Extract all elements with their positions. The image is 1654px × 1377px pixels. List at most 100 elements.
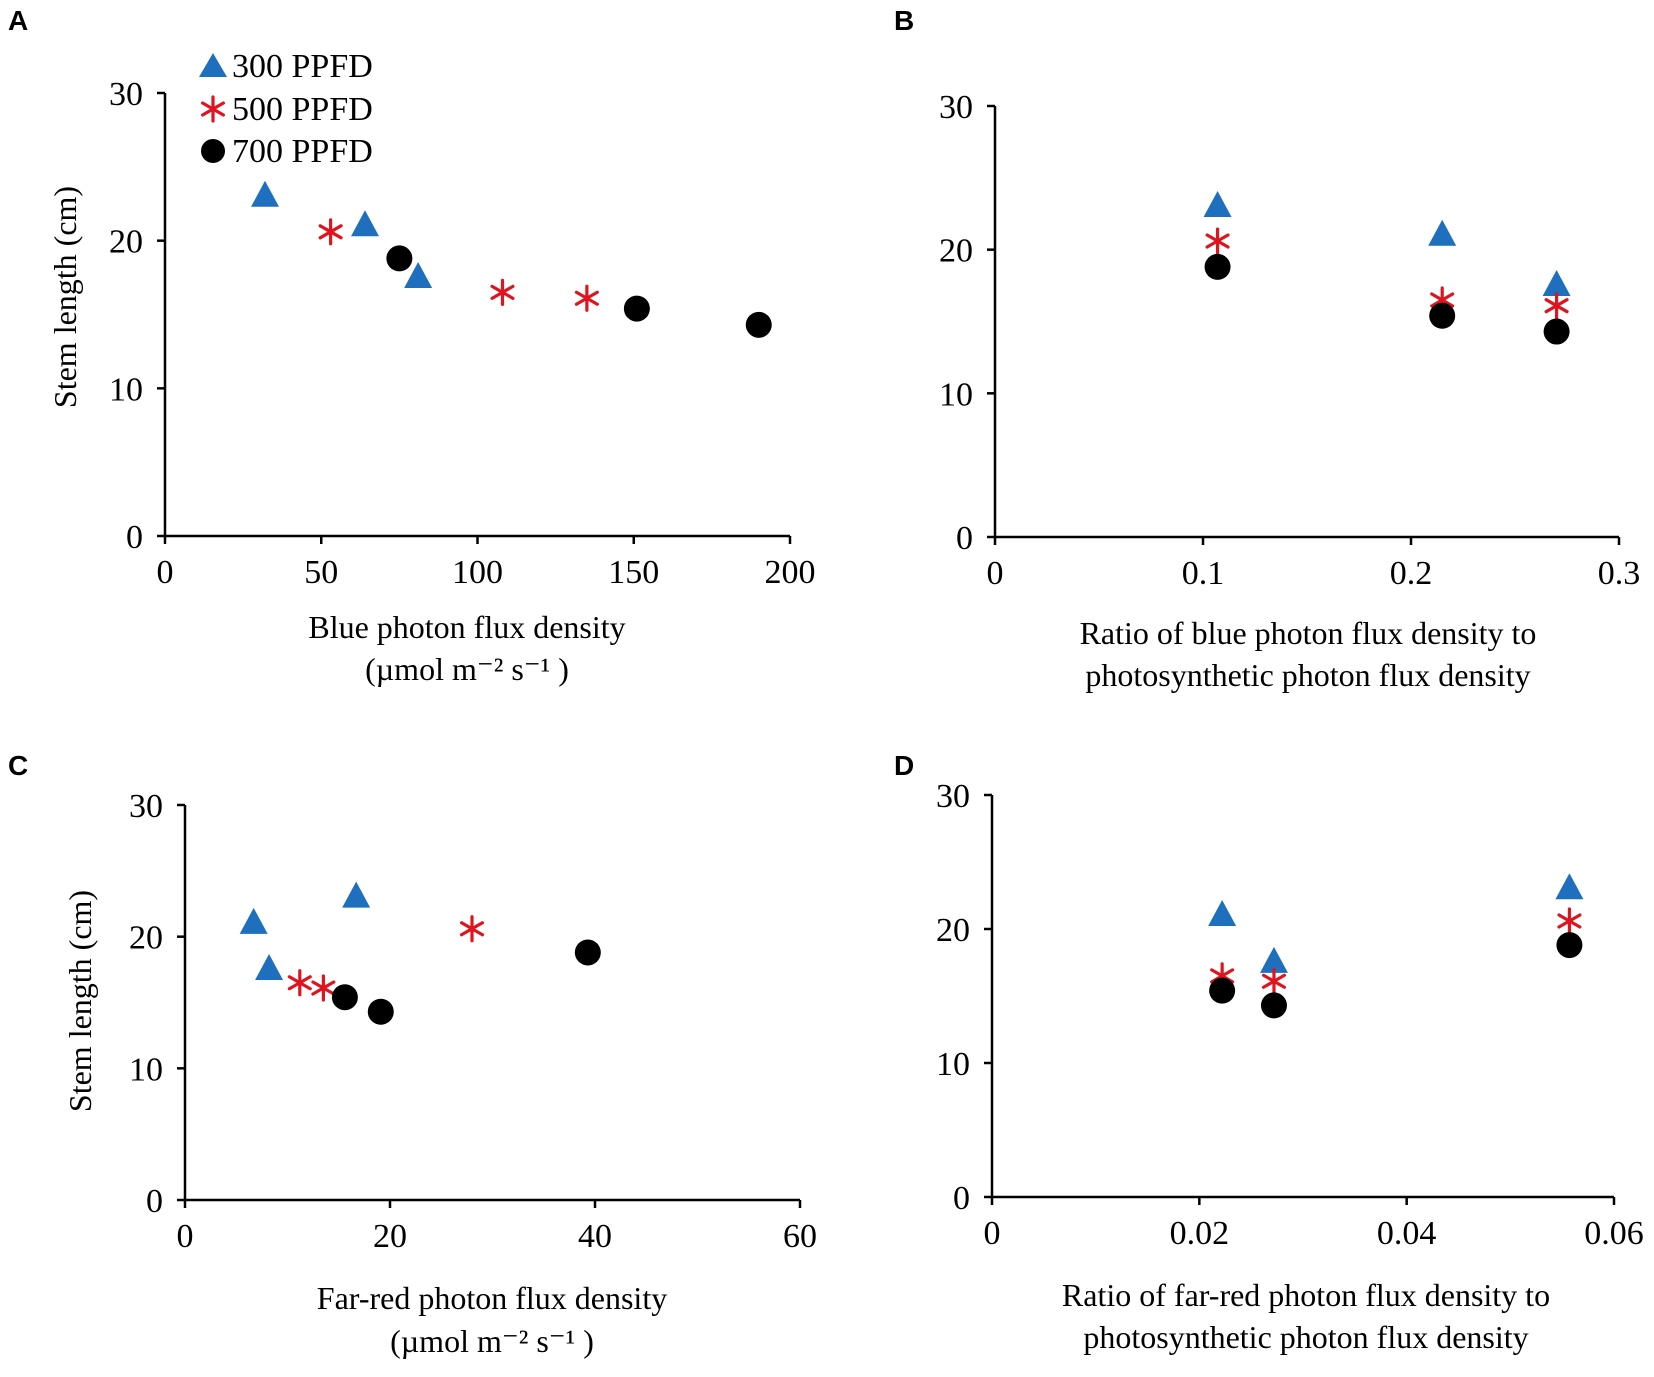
x-tick-label: 0 [177, 1218, 194, 1255]
data-point-asterisk [574, 284, 599, 312]
data-point-circle [1260, 992, 1287, 1019]
x-tick-label: 0.1 [1182, 555, 1225, 592]
panel-a: A Stem length (cm) Blue photon flux dens… [8, 5, 816, 687]
x-tick-label: 20 [373, 1218, 407, 1255]
panel-letter: A [8, 5, 28, 36]
data-point-asterisk [1205, 227, 1230, 255]
panel-letter: B [894, 5, 914, 36]
series-500-ppfd [1205, 227, 1569, 320]
y-tick-label: 20 [129, 920, 163, 957]
x-tick-label: 40 [578, 1218, 612, 1255]
y-axis-title: Stem length (cm) [47, 186, 83, 408]
data-point-triangle [1259, 946, 1288, 973]
panel-letter: D [894, 750, 914, 781]
legend: 300 PPFD 500 PPFD 700 PPFD [199, 48, 373, 170]
data-point-triangle [351, 210, 379, 237]
data-point-circle [574, 939, 601, 966]
series-300-ppfd [1208, 873, 1584, 973]
y-axis-title: Stem length (cm) [62, 890, 98, 1112]
y-tick-label: 30 [936, 778, 970, 815]
data-point-circle [1209, 977, 1236, 1004]
legend-entry-700: 700 PPFD [201, 133, 373, 170]
series-300-ppfd [251, 180, 433, 288]
plot-area: 0 10 20 30 0 0.1 0.2 0.3 [939, 89, 1640, 592]
y-tick-label: 30 [939, 89, 973, 126]
x-tick-label: 0.02 [1170, 1215, 1230, 1252]
series-700-ppfd [1204, 253, 1570, 345]
data-point-circle [1204, 253, 1231, 280]
x-tick-label: 0.04 [1377, 1215, 1437, 1252]
x-tick-label: 0.3 [1598, 555, 1641, 592]
data-point-asterisk [287, 969, 312, 997]
panel-b: B Ratio of blue photon flux density to p… [894, 5, 1640, 693]
y-tick-label: 0 [146, 1183, 163, 1220]
x-tick-label: 0 [157, 554, 174, 591]
x-axis-title-line-2: (µmol m⁻² s⁻¹ ) [365, 651, 569, 687]
y-tick-label: 30 [129, 788, 163, 825]
data-point-asterisk [1557, 907, 1582, 935]
data-point-circle [386, 245, 413, 272]
data-point-circle [367, 998, 394, 1025]
y-axis-title-text: Stem length (cm) [62, 890, 98, 1112]
data-point-triangle [251, 180, 279, 207]
y-tick-label: 10 [936, 1046, 970, 1083]
panel-letter: C [8, 750, 28, 781]
x-tick-label: 50 [304, 554, 338, 591]
plot-area: 0 10 20 30 0 20 40 60 [129, 788, 817, 1255]
series-700-ppfd [386, 245, 772, 338]
data-point-triangle [1428, 219, 1457, 246]
x-tick-label: 150 [608, 554, 659, 591]
y-tick-label: 10 [109, 371, 143, 408]
legend-label: 500 PPFD [232, 91, 373, 128]
series-500-ppfd [318, 218, 599, 312]
data-point-asterisk [459, 915, 485, 943]
data-point-circle [331, 984, 358, 1011]
x-axis-title-line-2: photosynthetic photon flux density [1083, 1319, 1528, 1355]
data-point-triangle [1555, 873, 1584, 900]
y-tick-label: 10 [129, 1051, 163, 1088]
y-tick-label: 20 [939, 233, 973, 270]
x-tick-label: 100 [452, 554, 503, 591]
legend-entry-300: 300 PPFD [199, 48, 373, 85]
data-point-triangle [1203, 190, 1232, 217]
y-tick-label: 10 [939, 376, 973, 413]
legend-asterisk-marker [201, 95, 225, 123]
y-tick-label: 20 [936, 912, 970, 949]
x-tick-label: 60 [783, 1218, 817, 1255]
data-point-circle [745, 311, 772, 338]
x-tick-label: 0 [987, 555, 1004, 592]
x-axis-title-line-2: photosynthetic photon flux density [1085, 657, 1530, 693]
y-tick-label: 30 [109, 76, 143, 113]
data-point-asterisk [490, 278, 515, 306]
legend-entry-500 [201, 95, 225, 123]
x-axis-title-line-1: Far-red photon flux density [317, 1280, 667, 1316]
data-point-triangle [342, 881, 371, 908]
legend-label: 300 PPFD [232, 48, 373, 85]
data-point-circle [1429, 302, 1456, 329]
x-axis-title-line-1: Ratio of blue photon flux density to [1080, 615, 1537, 651]
x-tick-label: 0.2 [1390, 555, 1433, 592]
x-axis-title-line-1: Ratio of far-red photon flux density to [1062, 1277, 1550, 1313]
series-700-ppfd [331, 939, 601, 1025]
data-point-triangle [404, 261, 433, 288]
x-tick-label: 0.06 [1584, 1215, 1644, 1252]
data-point-triangle [1542, 269, 1571, 296]
series-300-ppfd [239, 881, 371, 980]
y-axis-title-text: Stem length (cm) [47, 186, 83, 408]
data-point-circle [1556, 932, 1583, 959]
y-tick-label: 0 [126, 519, 143, 556]
data-point-circle [623, 295, 650, 322]
data-point-triangle [255, 953, 284, 980]
panel-c: C Stem length (cm) Far-red photon flux d… [8, 750, 817, 1359]
series-500-ppfd [287, 915, 485, 1002]
series-500-ppfd [1210, 907, 1582, 995]
panel-d: D Ratio of far-red photon flux density t… [894, 750, 1644, 1355]
data-point-asterisk [311, 974, 336, 1002]
data-point-triangle [239, 907, 268, 934]
data-point-circle [1543, 318, 1570, 345]
legend-triangle-marker [199, 53, 227, 77]
plot-area: 0 10 20 30 0 0.02 0.04 0.06 [936, 778, 1644, 1252]
y-tick-label: 20 [109, 224, 143, 261]
series-700-ppfd [1209, 932, 1583, 1019]
